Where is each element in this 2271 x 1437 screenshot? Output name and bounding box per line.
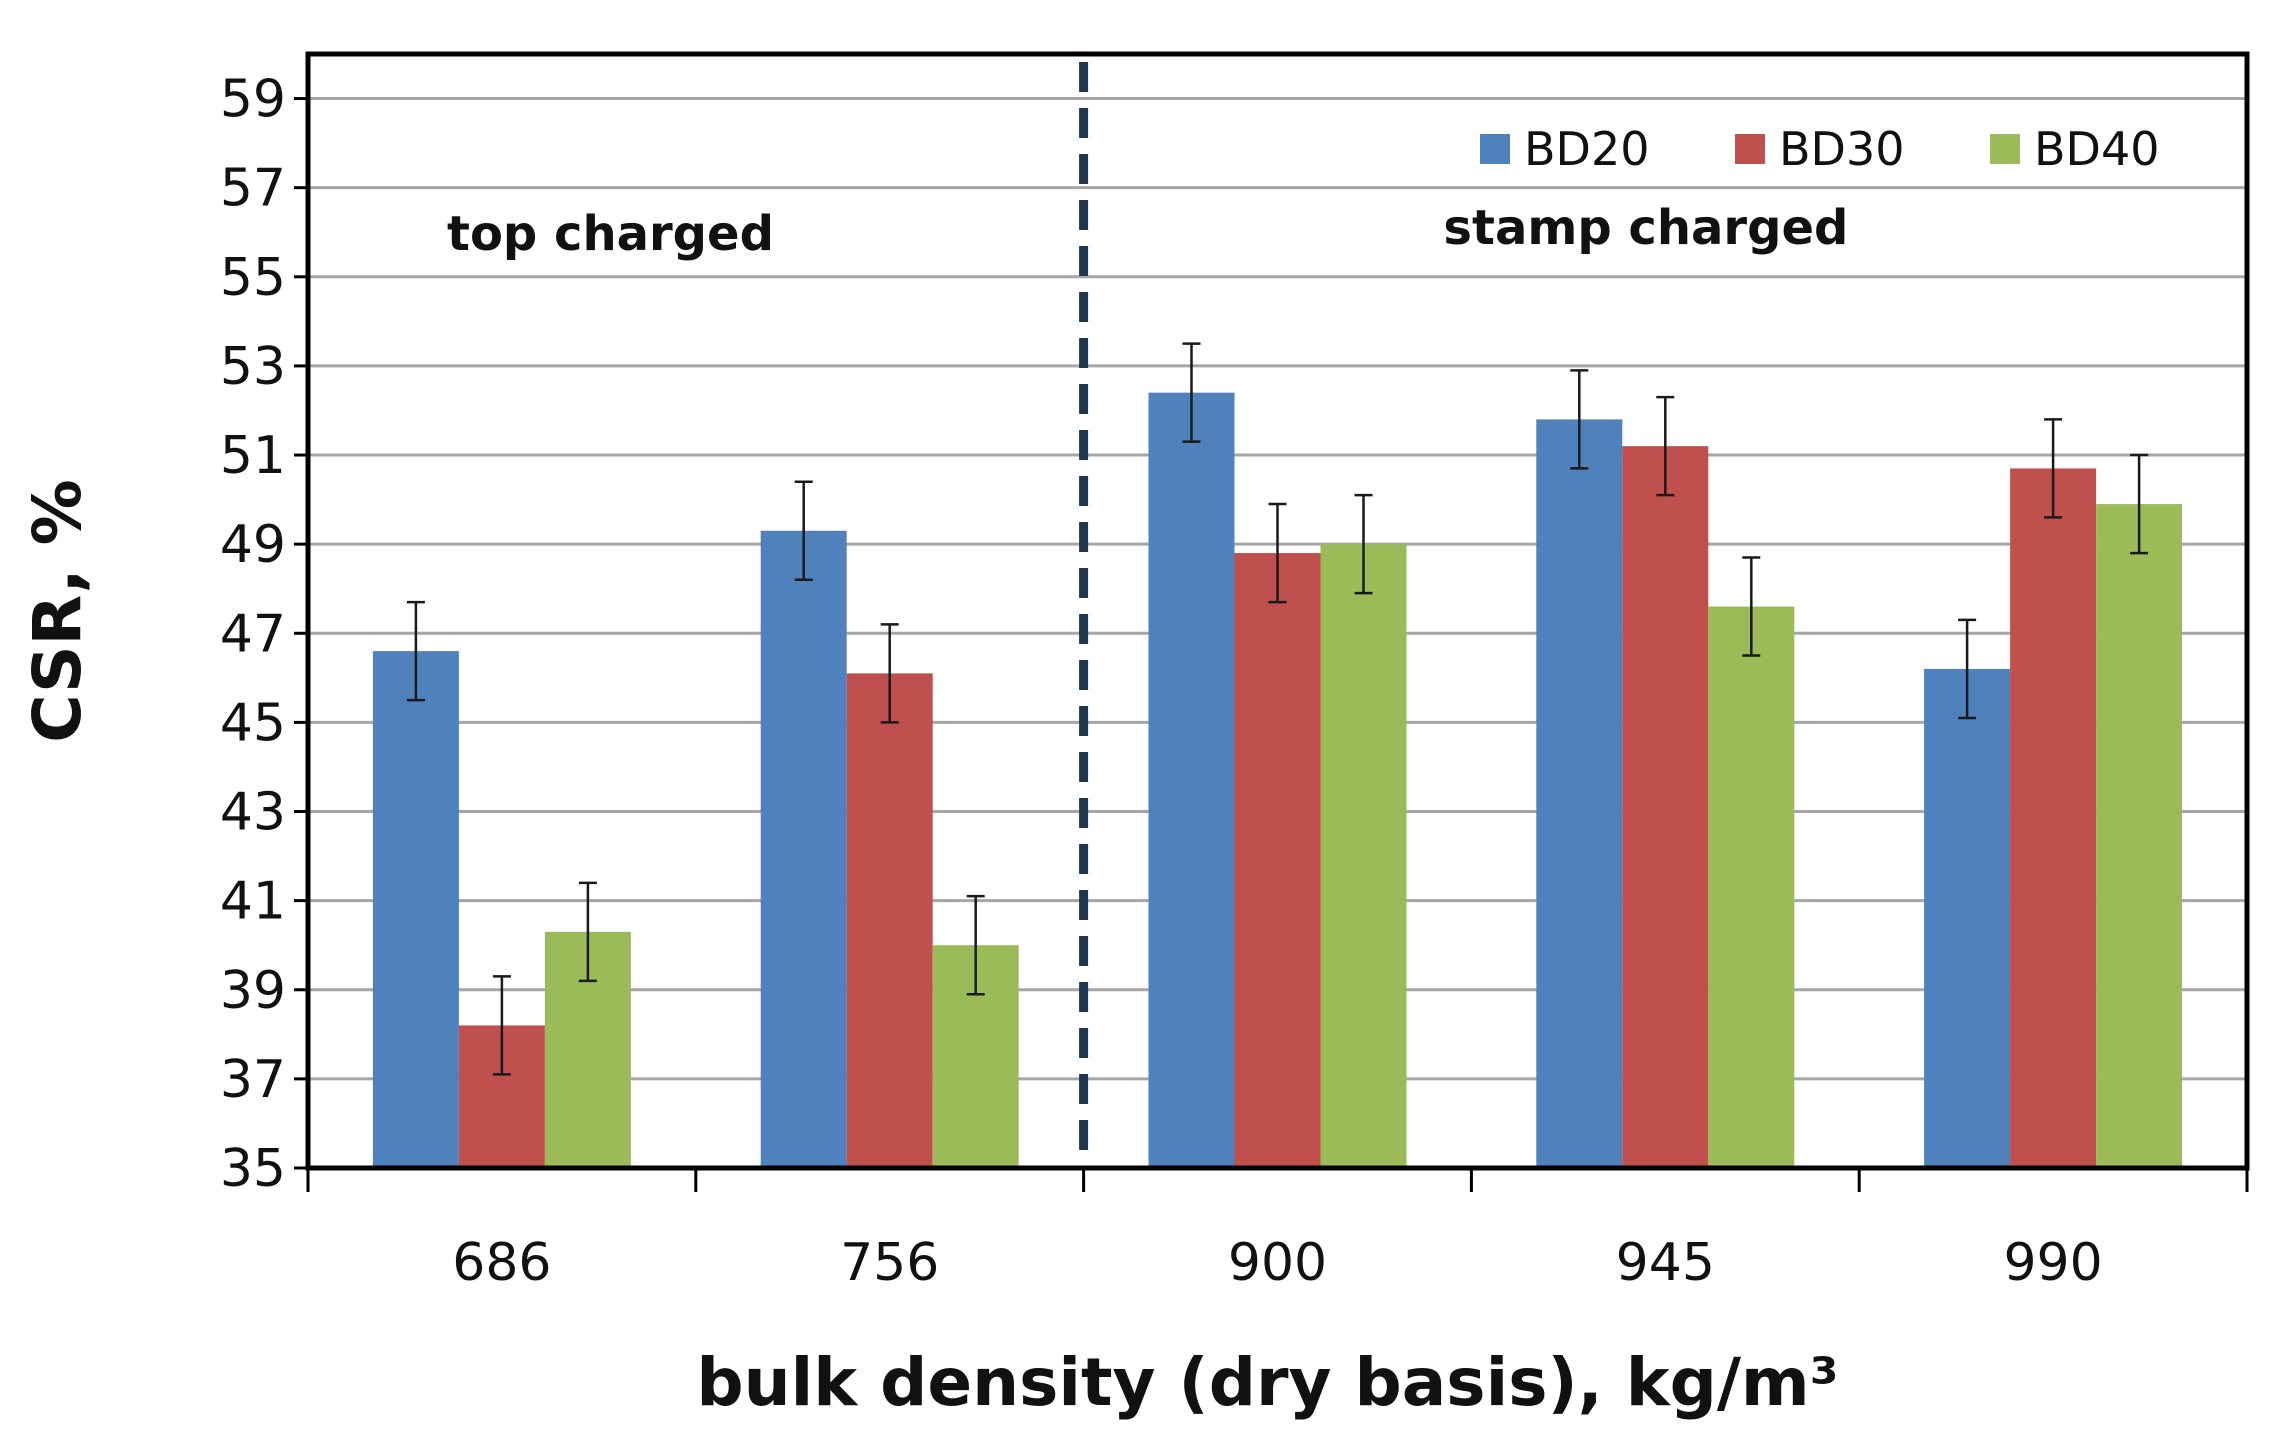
y-tick-label: 41 (220, 872, 286, 932)
y-tick-label: 45 (220, 693, 286, 753)
legend-swatch (1735, 134, 1765, 164)
bars (372, 392, 2183, 1169)
y-tick-label: 59 (220, 70, 286, 130)
legend-label: BD20 (1524, 122, 1650, 176)
y-tick-label: 55 (220, 248, 286, 308)
annotation-top-charged: top charged (447, 206, 774, 262)
y-tick-label: 49 (220, 515, 286, 575)
plot-frame (305, 51, 2250, 1171)
y-tick-label: 47 (220, 604, 286, 664)
y-tick-label: 43 (220, 783, 286, 843)
bar (1924, 668, 2011, 1168)
y-tick-label: 39 (220, 961, 286, 1021)
y-tick-label: 37 (220, 1050, 286, 1110)
legend-swatch (1990, 134, 2020, 164)
legend: BD20 BD30 BD40 (1480, 122, 2160, 176)
error-bars (406, 342, 2149, 1076)
y-axis-title: CSR, % (19, 479, 96, 742)
bar (1320, 544, 1407, 1168)
legend-label: BD40 (2034, 122, 2160, 176)
annotation-stamp-charged: stamp charged (1443, 200, 1848, 256)
bar (1148, 392, 1235, 1168)
y-tick-label: 57 (220, 159, 286, 219)
legend-swatch (1480, 134, 1510, 164)
bar (1536, 419, 1623, 1169)
y-tick-labels: 35 37 39 41 43 45 47 49 51 53 55 57 59 (220, 70, 286, 1199)
x-tick-label: 990 (2003, 1233, 2102, 1293)
legend-label: BD30 (1779, 122, 1905, 176)
bar (2010, 468, 2097, 1169)
x-tick-label: 945 (1616, 1233, 1715, 1293)
bar (846, 673, 933, 1168)
x-tick-label: 756 (840, 1233, 939, 1293)
y-tick-label: 35 (220, 1139, 286, 1199)
bar (372, 651, 459, 1168)
y-tick-label: 53 (220, 337, 286, 397)
x-tick-label: 686 (452, 1233, 551, 1293)
x-tick-label: 900 (1228, 1233, 1327, 1293)
y-tick-label: 51 (220, 426, 286, 486)
x-axis-title: bulk density (dry basis), kg/m³ (696, 1344, 1838, 1421)
bar (1234, 553, 1321, 1168)
bar (1622, 446, 1709, 1168)
x-tick-labels: 686 756 900 945 990 (452, 1233, 2102, 1293)
bar (1708, 606, 1795, 1168)
bar (2096, 504, 2183, 1168)
bar (760, 530, 847, 1168)
